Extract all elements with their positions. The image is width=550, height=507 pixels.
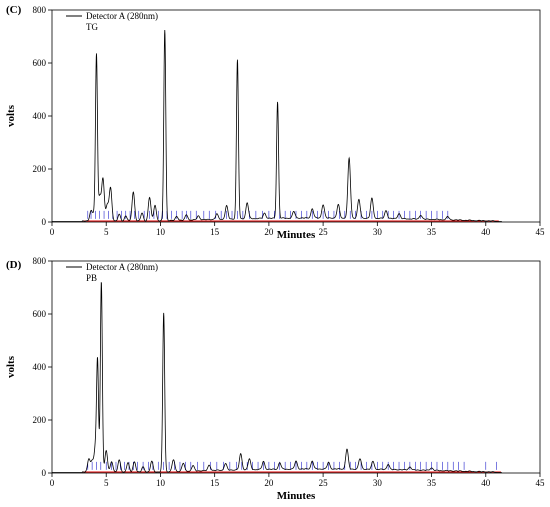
y-tick-label: 200: [33, 164, 47, 174]
panel-label: (C): [6, 4, 22, 16]
legend: Detector A (280nm)PB: [66, 262, 158, 283]
plot-frame: [51, 9, 541, 223]
x-tick-label: 35: [427, 478, 437, 488]
legend: Detector A (280nm)TG: [66, 11, 158, 32]
x-axis-title: Minutes: [277, 490, 316, 502]
x-tick-label: 5: [104, 227, 109, 237]
y-tick-label: 0: [42, 468, 47, 478]
x-tick-label: 15: [210, 227, 220, 237]
x-tick-label: 40: [481, 478, 491, 488]
x-tick-label: 40: [481, 227, 491, 237]
x-tick-label: 0: [50, 478, 55, 488]
x-tick-label: 35: [427, 227, 437, 237]
y-axis-title: volts: [5, 355, 17, 378]
y-tick-label: 400: [33, 362, 47, 372]
y-tick-label: 800: [33, 5, 47, 15]
detector-trace: [52, 282, 502, 473]
legend-entry-detector: Detector A (280nm): [86, 11, 158, 21]
x-axis-title: Minutes: [277, 229, 316, 241]
x-tick-label: 25: [319, 478, 329, 488]
x-tick-label: 0: [50, 227, 55, 237]
plot-frame: [51, 260, 541, 474]
y-tick-label: 600: [33, 309, 47, 319]
y-tick-label: 600: [33, 58, 47, 68]
x-tick-label: 45: [536, 227, 546, 237]
x-tick-label: 20: [264, 478, 274, 488]
x-tick-label: 30: [373, 478, 383, 488]
panel-label: (D): [6, 259, 22, 271]
x-tick-label: 45: [536, 478, 546, 488]
x-tick-label: 10: [156, 227, 166, 237]
x-tick-label: 20: [264, 227, 274, 237]
chart-panel-1: (D) 0 200 400 600 800 0 5 10 15 20 25 30 35 40 45 Minute…: [5, 256, 545, 502]
chart-panel-0: (C) 0 200 400 600 800 0 5 10 15 20 25 30 35 40 45 Minute…: [5, 4, 545, 241]
legend-entry-detector: Detector A (280nm): [86, 262, 158, 272]
x-tick-label: 25: [319, 227, 329, 237]
detector-trace: [52, 29, 502, 222]
legend-entry-sample: PB: [86, 273, 97, 283]
y-tick-label: 0: [42, 217, 47, 227]
x-tick-label: 30: [373, 227, 383, 237]
y-tick-label: 800: [33, 256, 47, 266]
y-axis-title: volts: [5, 104, 17, 127]
y-tick-label: 200: [33, 415, 47, 425]
x-tick-label: 5: [104, 478, 109, 488]
legend-entry-sample: TG: [86, 22, 98, 32]
y-tick-label: 400: [33, 111, 47, 121]
x-tick-label: 15: [210, 478, 220, 488]
x-tick-label: 10: [156, 478, 166, 488]
